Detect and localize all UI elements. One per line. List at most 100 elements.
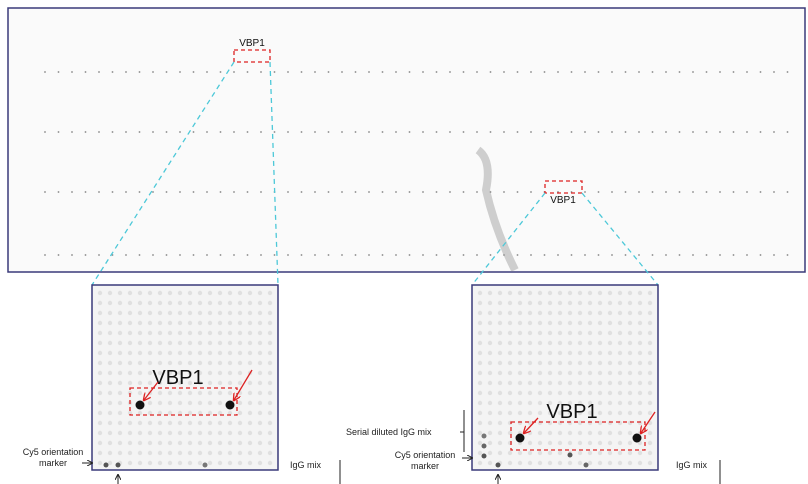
spot [177, 330, 183, 336]
spot [746, 131, 748, 133]
spot [627, 320, 633, 326]
spot [97, 350, 103, 356]
spot [314, 131, 316, 133]
spot [157, 330, 163, 336]
spot [647, 370, 653, 376]
spot [165, 131, 168, 133]
spot [267, 420, 273, 426]
spot [257, 370, 263, 376]
spot [507, 370, 513, 376]
spot [111, 71, 114, 73]
spot [187, 460, 193, 466]
spot [678, 71, 681, 73]
spot [627, 410, 633, 416]
spot [557, 460, 563, 466]
spot [127, 320, 133, 326]
spot [257, 310, 263, 316]
spot [137, 360, 143, 366]
spot [587, 300, 593, 306]
spot [617, 380, 623, 386]
spot [137, 410, 143, 416]
spot [84, 254, 87, 256]
spot [217, 380, 223, 386]
spot [517, 400, 523, 406]
spot [107, 460, 113, 466]
spot [607, 300, 613, 306]
spot [517, 330, 523, 336]
spot [157, 380, 163, 386]
spot [217, 290, 223, 296]
spot [557, 340, 563, 346]
spot [497, 320, 503, 326]
spot [137, 460, 143, 466]
spot [84, 71, 87, 73]
spot [408, 191, 411, 193]
spot [577, 390, 583, 396]
spot [567, 400, 573, 406]
spot [227, 320, 233, 326]
spot [57, 191, 60, 193]
spot [516, 191, 519, 193]
spot [611, 131, 613, 133]
spot [527, 300, 533, 306]
spot [476, 254, 478, 256]
spot [607, 370, 613, 376]
spot [637, 340, 643, 346]
spot [314, 71, 316, 73]
spot [547, 300, 553, 306]
spot [147, 450, 153, 456]
spot [157, 360, 163, 366]
spot [227, 440, 233, 446]
spot [517, 370, 523, 376]
spot [117, 400, 123, 406]
spot [207, 390, 213, 396]
spot [530, 254, 532, 256]
spot [537, 350, 543, 356]
spot [227, 430, 233, 436]
spot [127, 450, 133, 456]
spot [537, 310, 543, 316]
spot [257, 380, 263, 386]
spot [167, 300, 173, 306]
spot [692, 131, 694, 133]
spot [547, 290, 553, 296]
spot [147, 380, 153, 386]
spot [217, 330, 223, 336]
spot [107, 380, 113, 386]
spot [692, 191, 694, 193]
spot [617, 360, 623, 366]
spot [187, 440, 193, 446]
spot [257, 340, 263, 346]
spot [477, 440, 483, 446]
spot [187, 360, 193, 366]
spot [567, 340, 573, 346]
spot [570, 254, 573, 256]
spot [192, 254, 195, 256]
spot [597, 440, 603, 446]
spot [227, 460, 233, 466]
spot [517, 450, 523, 456]
spot [537, 400, 543, 406]
spot [587, 410, 593, 416]
spot [192, 191, 195, 193]
spot [177, 400, 183, 406]
spot [611, 254, 613, 256]
spot [147, 440, 153, 446]
spot [71, 71, 73, 73]
spot [487, 430, 493, 436]
spot [237, 400, 243, 406]
spot [577, 380, 583, 386]
spot [617, 340, 623, 346]
spot [507, 400, 513, 406]
spot [627, 400, 633, 406]
spot [557, 360, 563, 366]
spot [507, 410, 513, 416]
spot [627, 450, 633, 456]
spot [257, 390, 263, 396]
spot [577, 410, 583, 416]
spot [547, 400, 553, 406]
spot [219, 191, 222, 193]
spot [527, 440, 533, 446]
spot [497, 380, 503, 386]
